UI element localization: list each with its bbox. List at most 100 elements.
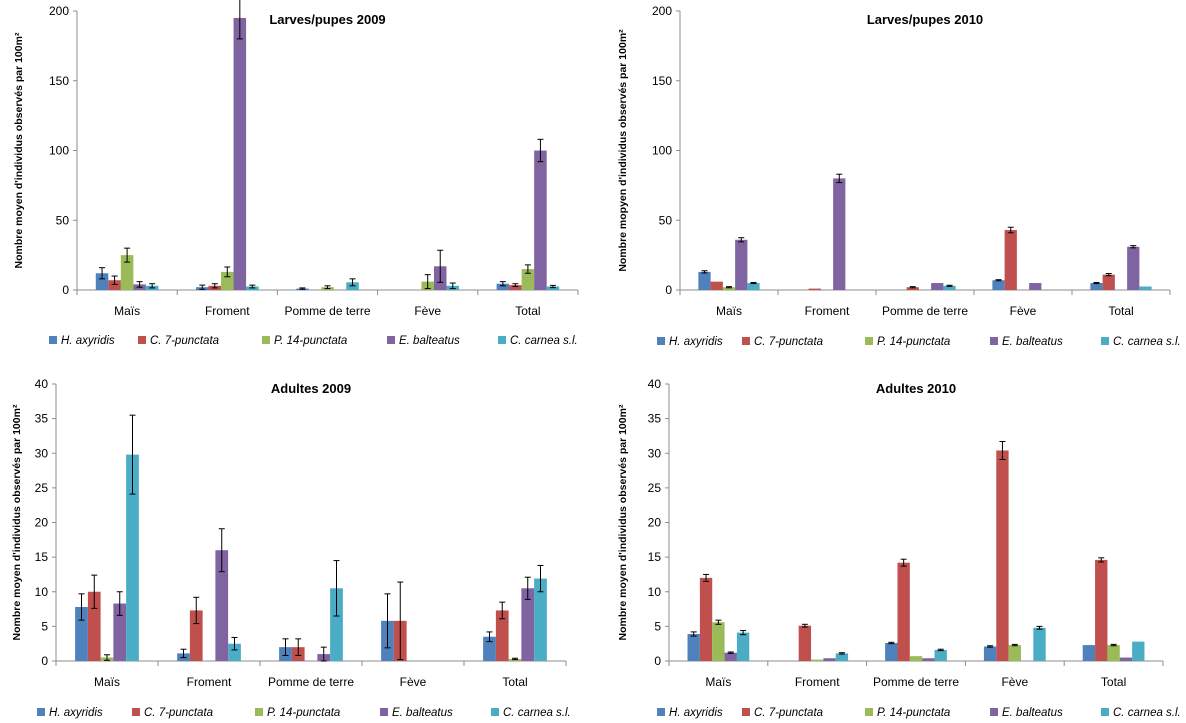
y-tick-label: 35 <box>648 412 662 426</box>
chart-adultes-2009: Adultes 2009 Nombre moyen d'individus obs… <box>11 377 571 719</box>
bar-e-balteatus <box>113 603 127 661</box>
bar-p-14-punctata <box>712 622 725 661</box>
legend-swatch <box>657 708 665 716</box>
bar-h-axyridis <box>698 271 711 290</box>
bar-c-carnea-s-l <box>747 283 760 290</box>
legend-label: P. 14-punctata <box>274 335 347 347</box>
y-tick-label: 0 <box>665 283 672 297</box>
bar-c-7-punctata <box>798 625 812 661</box>
x-tick-label: Froment <box>805 304 850 318</box>
y-tick-label: 25 <box>35 481 49 495</box>
y-tick-label: 10 <box>35 585 49 599</box>
legend-label: C. 7-punctata <box>150 335 219 347</box>
bar-p-14-punctata <box>811 659 824 661</box>
legend-label: H. axyridis <box>669 707 723 719</box>
x-tick-label: Pomme de terre <box>882 304 968 318</box>
bar-e-balteatus <box>922 658 935 661</box>
legend-label: P. 14-punctata <box>267 707 340 719</box>
y-axis-label: Nombre mopyen d'individus observés par 1… <box>617 29 629 272</box>
x-tick-label: Froment <box>795 675 840 689</box>
bar-p-14-punctata <box>120 255 134 290</box>
bar-h-axyridis <box>483 636 496 661</box>
bar-c-carnea-s-l <box>736 632 750 661</box>
bar-p-14-punctata <box>221 271 234 290</box>
legend: H. axyridis C. 7-punctata P. 14-punctata E.… <box>37 707 571 719</box>
legend-label: P. 14-punctata <box>877 707 950 719</box>
bar-e-balteatus <box>1119 657 1133 661</box>
y-tick-label: 50 <box>659 213 673 227</box>
bar-c-7-punctata <box>699 577 713 661</box>
bar-c-carnea-s-l <box>934 649 947 661</box>
legend: H. axyridis C. 7-punctata P. 14-punctata E.… <box>657 336 1181 348</box>
bar-c-7-punctata <box>509 285 522 290</box>
bar-c-carnea-s-l <box>1033 627 1046 661</box>
x-tick-label: Fève <box>414 304 441 318</box>
bar-c-7-punctata <box>906 287 919 290</box>
bar-e-balteatus <box>931 283 944 290</box>
chart-larves-2010: Larves/pupes 2010 Nombre mopyen d'individ… <box>617 4 1181 348</box>
x-tick-label: Total <box>1101 675 1126 689</box>
bar-c-carnea-s-l <box>534 578 547 661</box>
x-tick-label: Pomme de terre <box>873 675 959 689</box>
y-tick-label: 200 <box>49 4 69 18</box>
y-tick-label: 35 <box>35 412 49 426</box>
bar-p-14-punctata <box>1008 645 1021 661</box>
legend-label: C. 7-punctata <box>144 707 213 719</box>
bar-c-7-punctata <box>189 610 203 661</box>
x-tick-label: Maïs <box>716 304 742 318</box>
legend: H. axyridis C. 7-punctata P. 14-punctata E.… <box>657 707 1181 719</box>
legend-label: P. 14-punctata <box>877 336 950 348</box>
y-tick-label: 0 <box>654 654 661 668</box>
bar-h-axyridis <box>687 633 700 661</box>
bar-e-balteatus <box>521 588 535 661</box>
bar-h-axyridis <box>885 642 898 661</box>
y-tick-label: 100 <box>49 144 69 158</box>
bar-c-7-punctata <box>710 281 723 290</box>
bar-e-balteatus <box>534 150 547 290</box>
legend-label: E. balteatus <box>392 707 453 719</box>
legend-label: C. carnea s.l. <box>510 335 578 347</box>
y-tick-label: 150 <box>49 74 69 88</box>
y-tick-label: 15 <box>35 550 49 564</box>
bar-p-14-punctata <box>909 656 923 661</box>
legend-swatch <box>255 708 263 716</box>
x-tick-label: Maïs <box>94 675 120 689</box>
bar-c-7-punctata <box>897 562 910 661</box>
legend-label: C. 7-punctata <box>754 707 823 719</box>
y-tick-label: 15 <box>648 550 662 564</box>
legend-swatch <box>498 336 506 344</box>
legend-label: E. balteatus <box>1002 707 1063 719</box>
bar-e-balteatus <box>823 658 836 661</box>
bar-c-7-punctata <box>1004 230 1017 290</box>
bar-c-carnea-s-l <box>126 454 139 661</box>
x-tick-label: Maïs <box>114 304 140 318</box>
bar-p-14-punctata <box>722 287 736 290</box>
legend-swatch <box>657 337 665 345</box>
bar-h-axyridis <box>496 283 510 290</box>
y-tick-label: 5 <box>654 619 661 633</box>
y-tick-label: 50 <box>56 213 70 227</box>
y-tick-label: 10 <box>648 585 662 599</box>
y-tick-label: 30 <box>648 446 662 460</box>
legend-swatch <box>132 708 140 716</box>
legend-swatch <box>380 708 388 716</box>
bar-e-balteatus <box>724 652 737 661</box>
legend-label: C. carnea s.l. <box>1113 707 1181 719</box>
legend-swatch <box>865 708 873 716</box>
bar-e-balteatus <box>1029 283 1042 290</box>
y-axis-label: Nombre moyen d'individus observés par 10… <box>13 32 25 268</box>
y-tick-label: 40 <box>648 377 662 391</box>
bar-h-axyridis <box>1090 283 1103 290</box>
y-tick-label: 40 <box>35 377 49 391</box>
bar-c-carnea-s-l <box>330 588 343 661</box>
bar-h-axyridis <box>75 606 88 661</box>
legend-label: C. 7-punctata <box>754 336 823 348</box>
y-tick-label: 25 <box>648 481 662 495</box>
bar-c-carnea-s-l <box>943 285 956 290</box>
chart-title: Adultes 2010 <box>876 381 956 396</box>
legend-swatch <box>387 336 395 344</box>
y-tick-label: 150 <box>652 74 672 88</box>
bar-c-carnea-s-l <box>228 643 241 661</box>
y-tick-label: 20 <box>35 516 49 530</box>
bar-h-axyridis <box>983 646 997 661</box>
